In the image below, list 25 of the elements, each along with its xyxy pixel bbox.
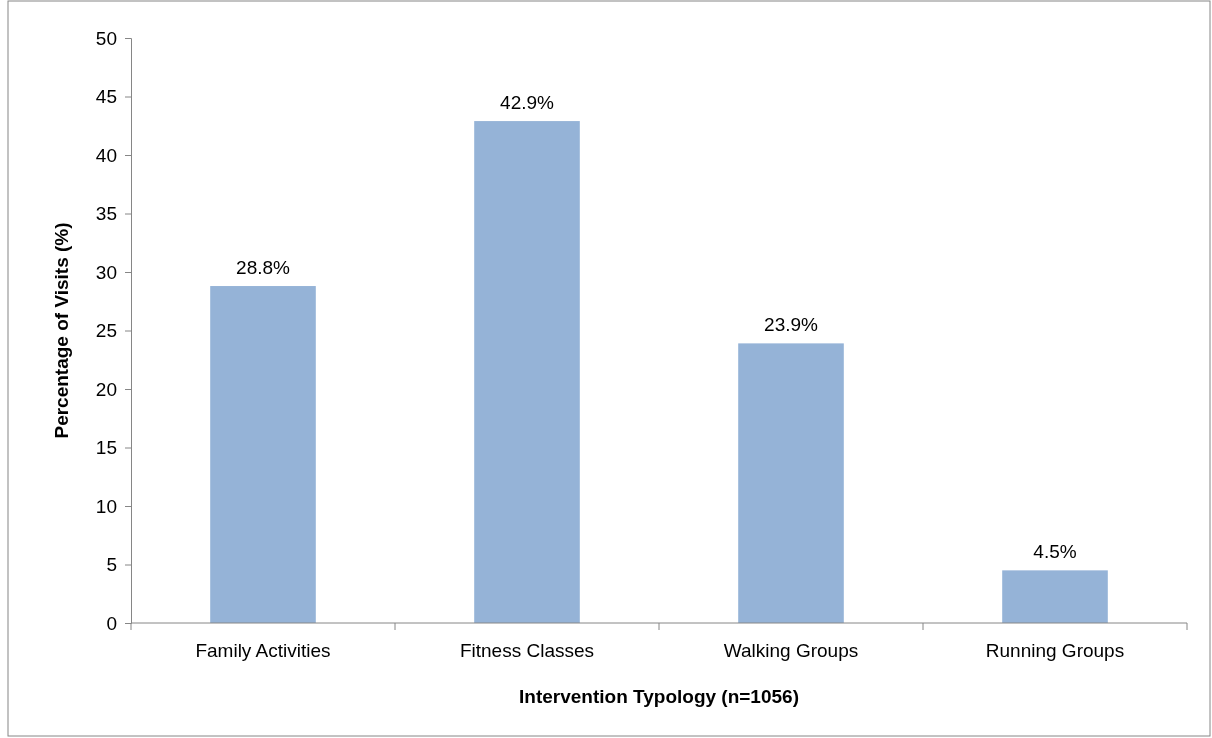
y-tick-label: 45 xyxy=(95,86,117,108)
data-label: 42.9% xyxy=(500,92,555,114)
y-tick-label: 20 xyxy=(95,378,117,400)
y-tick-label: 15 xyxy=(95,437,117,459)
y-axis-title: Percentage of Visits (%) xyxy=(51,222,72,439)
data-label: 23.9% xyxy=(764,314,819,336)
x-tick-label: Fitness Classes xyxy=(459,640,595,661)
y-tick-label: 50 xyxy=(95,27,117,49)
data-label: 4.5% xyxy=(1033,541,1077,563)
x-tick-label: Family Activities xyxy=(195,640,331,661)
bar xyxy=(1002,570,1108,623)
bar xyxy=(738,343,844,623)
y-tick-label: 5 xyxy=(106,554,117,576)
x-tick-label: Running Groups xyxy=(985,640,1125,661)
y-tick-label: 30 xyxy=(95,261,117,283)
x-axis-title: Intervention Typology (n=1056) xyxy=(519,686,799,707)
y-tick-label: 25 xyxy=(95,320,117,342)
bar xyxy=(210,286,316,623)
x-tick-label: Walking Groups xyxy=(723,640,859,661)
y-tick-label: 10 xyxy=(95,495,117,517)
data-label: 28.8% xyxy=(236,257,291,279)
y-tick-label: 40 xyxy=(95,144,117,166)
y-tick-label: 35 xyxy=(95,203,117,225)
y-tick-label: 0 xyxy=(106,612,117,634)
bar xyxy=(474,121,580,623)
